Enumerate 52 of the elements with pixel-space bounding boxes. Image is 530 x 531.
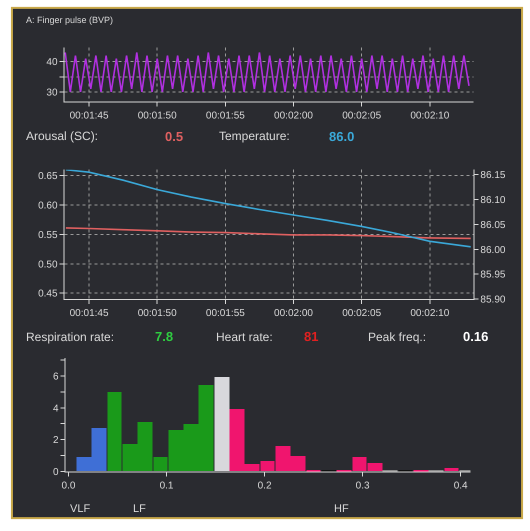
y-tick-label: 0.50 bbox=[38, 259, 58, 270]
y-tick-label: 6 bbox=[52, 371, 59, 382]
y2-tick-label: 85.95 bbox=[480, 270, 506, 281]
x-tick-label: 00:02:00 bbox=[274, 110, 314, 122]
line-series bbox=[65, 170, 472, 248]
text: 81 bbox=[304, 329, 318, 344]
x-tick-label: 00:01:50 bbox=[138, 110, 178, 122]
text: HF bbox=[334, 503, 349, 515]
y-tick-label: 4 bbox=[52, 403, 59, 414]
text: 0.5 bbox=[165, 129, 184, 144]
x-tick-label: 00:02:00 bbox=[274, 308, 314, 320]
x-tick-label: 00:01:45 bbox=[70, 110, 109, 122]
chart-title: A: Finger pulse (BVP) bbox=[26, 15, 114, 25]
y2-tick-label: 86.00 bbox=[480, 244, 506, 256]
x-tick-label: 00:01:55 bbox=[206, 110, 246, 122]
x-tick-label: 00:02:10 bbox=[410, 110, 450, 122]
x-tick-label: 0.3 bbox=[356, 480, 370, 492]
text: 86.0 bbox=[329, 129, 354, 144]
text: Respiration rate: bbox=[26, 330, 114, 344]
x-tick-label: 0.4 bbox=[454, 480, 468, 492]
text: Temperature: bbox=[219, 129, 290, 143]
y2-tick-label: 86.10 bbox=[480, 195, 506, 206]
line-series bbox=[64, 52, 470, 93]
text: Arousal (SC): bbox=[26, 129, 98, 143]
y2-tick-label: 86.05 bbox=[480, 220, 506, 231]
text: LF bbox=[133, 503, 146, 515]
y-tick-label: 2 bbox=[52, 435, 59, 446]
y-tick-label: 30 bbox=[46, 87, 58, 98]
y2-tick-label: 86.15 bbox=[480, 170, 506, 182]
x-tick-label: 0.0 bbox=[62, 480, 76, 492]
x-tick-label: 00:01:55 bbox=[206, 308, 246, 320]
x-tick-label: 00:02:05 bbox=[342, 110, 382, 122]
bar bbox=[444, 468, 459, 472]
x-tick-label: 00:01:50 bbox=[138, 308, 178, 320]
text: Heart rate: bbox=[216, 330, 273, 344]
text: 7.8 bbox=[155, 329, 174, 344]
y-tick-label: 0 bbox=[52, 467, 59, 478]
x-tick-label: 0.2 bbox=[258, 480, 272, 492]
y-tick-label: 40 bbox=[46, 57, 58, 68]
text: VLF bbox=[70, 503, 90, 515]
x-tick-label: 00:02:05 bbox=[342, 308, 382, 320]
text: 0.16 bbox=[463, 329, 488, 344]
y2-tick-label: 85.90 bbox=[480, 294, 506, 306]
x-tick-label: 0.1 bbox=[160, 480, 174, 492]
x-tick-label: 00:02:10 bbox=[410, 308, 450, 320]
y-tick-label: 0.55 bbox=[38, 230, 58, 241]
y-tick-label: 0.65 bbox=[38, 171, 58, 182]
line-series bbox=[65, 227, 472, 240]
text: Peak freq.: bbox=[368, 330, 426, 344]
x-tick-label: 00:01:45 bbox=[70, 308, 109, 320]
y-tick-label: 0.45 bbox=[38, 288, 58, 300]
y-tick-label: 0.60 bbox=[38, 200, 58, 212]
